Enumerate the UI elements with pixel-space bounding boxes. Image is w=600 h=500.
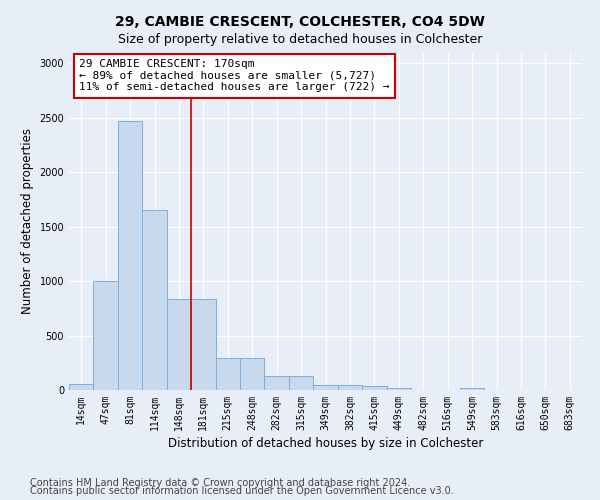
Bar xyxy=(386,388,411,390)
Text: 29, CAMBIE CRESCENT, COLCHESTER, CO4 5DW: 29, CAMBIE CRESCENT, COLCHESTER, CO4 5DW xyxy=(115,15,485,29)
X-axis label: Distribution of detached houses by size in Colchester: Distribution of detached houses by size … xyxy=(168,437,483,450)
Bar xyxy=(289,376,313,390)
Bar xyxy=(215,358,240,390)
Bar xyxy=(142,210,167,390)
Bar xyxy=(460,388,484,390)
Bar xyxy=(313,385,338,390)
Bar xyxy=(94,281,118,390)
Bar xyxy=(167,298,191,390)
Text: Contains HM Land Registry data © Crown copyright and database right 2024.: Contains HM Land Registry data © Crown c… xyxy=(30,478,410,488)
Text: Size of property relative to detached houses in Colchester: Size of property relative to detached ho… xyxy=(118,32,482,46)
Text: 29 CAMBIE CRESCENT: 170sqm
← 89% of detached houses are smaller (5,727)
11% of s: 29 CAMBIE CRESCENT: 170sqm ← 89% of deta… xyxy=(79,59,390,92)
Y-axis label: Number of detached properties: Number of detached properties xyxy=(21,128,34,314)
Bar xyxy=(191,298,215,390)
Text: Contains public sector information licensed under the Open Government Licence v3: Contains public sector information licen… xyxy=(30,486,454,496)
Bar xyxy=(265,376,289,390)
Bar xyxy=(69,384,94,390)
Bar xyxy=(118,121,142,390)
Bar xyxy=(240,358,265,390)
Bar xyxy=(362,386,386,390)
Bar xyxy=(338,385,362,390)
